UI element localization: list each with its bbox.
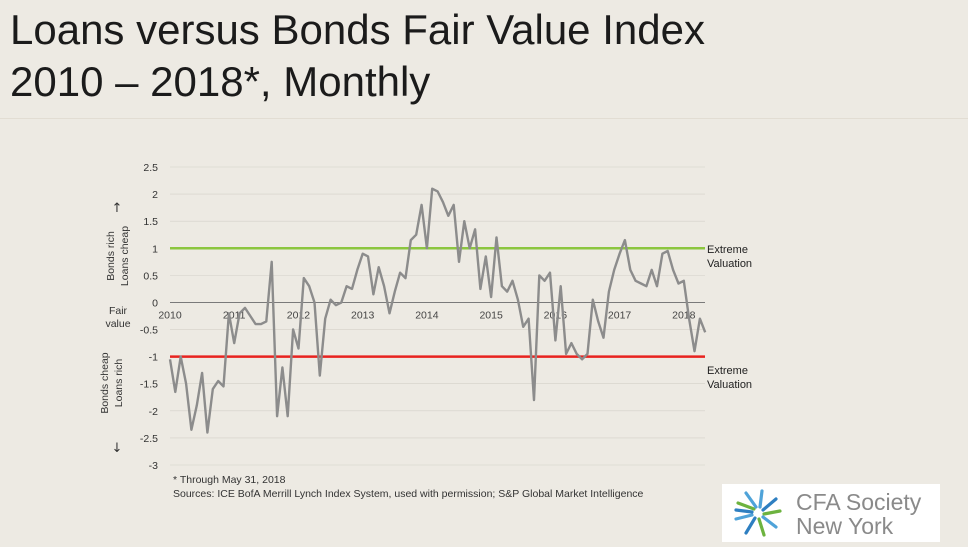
y-tick-label: 2.5 [143,162,158,174]
x-tick-label: 2015 [479,309,503,321]
bonds-cheap-text: Bonds cheap [99,352,111,413]
x-tick-label: 2018 [672,309,696,321]
y-tick-label: 0 [152,297,158,309]
loans-cheap-text: Loans cheap [119,226,131,286]
upper-extreme-label-line1: Extreme [707,244,748,256]
y-tick-label: 0.5 [143,270,158,282]
series-layer [168,187,707,434]
down-arrow-icon: ↓ [112,441,123,456]
lower-extreme-label-line2: Valuation [707,379,752,391]
y-tick-label: -1.5 [140,379,158,391]
y-tick-label: -2 [149,406,158,418]
slide-title: Loans versus Bonds Fair Value Index 2010… [10,4,705,108]
x-axis-ticks: 2010 2011 2012 2013 2014 2015 2016 2017 2018 [158,309,695,321]
x-tick-label: 2016 [544,309,568,321]
x-tick-label: 2013 [351,309,375,321]
loans-rich-text: Loans rich [113,359,125,408]
series-line [168,187,707,434]
logo-line-1: CFA Society [796,489,922,515]
y-tick-label: 1.5 [143,216,158,228]
value-label: value [105,318,130,330]
y-tick-label: -2.5 [140,433,158,445]
x-tick-label: 2012 [287,309,311,321]
x-tick-label: 2010 [158,309,182,321]
cfa-pinwheel-icon [734,489,782,537]
y-tick-label: -3 [149,460,158,472]
y-tick-label: 1 [152,243,158,255]
bonds-rich-text: Bonds rich [105,231,117,281]
fair-label: Fair [109,305,128,317]
title-line-1: Loans versus Bonds Fair Value Index [10,6,705,53]
upper-extreme-label-line2: Valuation [707,258,752,270]
y-axis-ticks: 2.5 2 1.5 1 0.5 0 -0.5 -1 -1.5 -2 -2.5 -3 [140,162,158,472]
x-tick-label: 2014 [415,309,439,321]
footnote: * Through May 31, 2018 [173,474,286,486]
y-tick-label: -0.5 [140,325,158,337]
source-note: Sources: ICE BofA Merrill Lynch Index Sy… [173,488,644,500]
bonds-rich-label: Bonds rich Loans cheap [105,226,131,286]
bonds-cheap-label: Bonds cheap Loans rich [99,352,125,413]
logo-line-2: New York [796,513,894,539]
up-arrow-icon: ↑ [112,201,123,216]
cfa-society-logo: CFA Society New York [722,484,940,542]
title-line-2: 2010 – 2018*, Monthly [10,58,431,105]
x-tick-label: 2017 [608,309,632,321]
y-tick-label: -1 [149,352,158,364]
y-tick-label: 2 [152,189,158,201]
lower-extreme-label-line1: Extreme [707,365,748,377]
logo-wordmark: CFA Society New York [796,490,921,538]
reference-lines [170,247,705,358]
title-divider [0,118,968,119]
